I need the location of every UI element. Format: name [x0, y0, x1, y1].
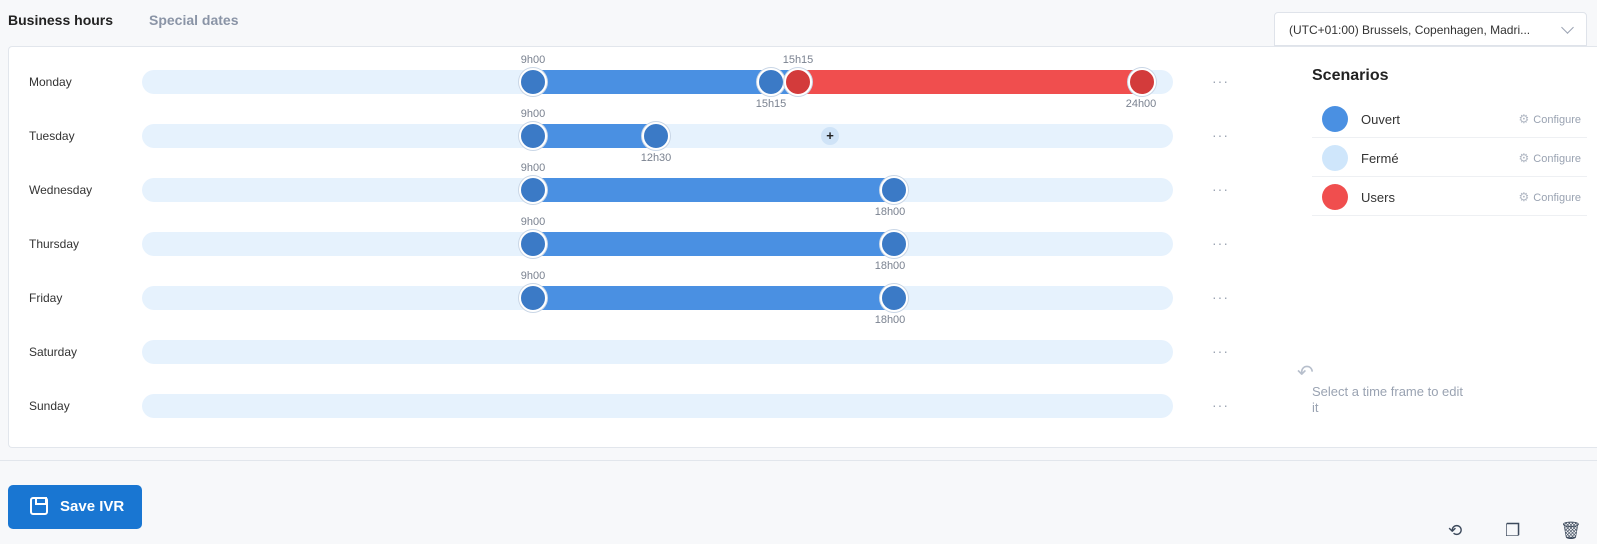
add-slot-button[interactable]: + — [821, 127, 839, 145]
time-slot-users[interactable] — [792, 70, 1152, 94]
save-ivr-label: Save IVR — [60, 498, 125, 515]
select-timeframe-hint: Select a time frame to edit it — [1312, 384, 1464, 415]
tab-business-hours[interactable]: Business hours — [8, 12, 114, 28]
day-label: Friday — [29, 291, 63, 305]
scenario-name: Users — [1361, 190, 1395, 205]
day-row-tuesday: Tuesday + 9h00 12h30 ··· — [9, 107, 1249, 164]
gear-icon: ⚙ — [1518, 151, 1530, 165]
day-label: Thursday — [29, 237, 80, 251]
row-menu-button[interactable]: ··· — [1212, 397, 1229, 413]
slot-end-handle[interactable] — [642, 122, 670, 150]
time-label: 18h00 — [874, 206, 906, 218]
scenario-item-users[interactable]: Users ⚙ Configure — [1312, 178, 1587, 216]
day-track[interactable]: 9h00 18h00 — [142, 162, 1173, 218]
day-track[interactable]: + 9h00 12h30 — [142, 108, 1173, 164]
scenario-name: Ouvert — [1361, 112, 1401, 127]
slot-end-handle[interactable] — [1128, 68, 1156, 96]
day-track[interactable] — [142, 340, 1173, 364]
time-label: 9h00 — [520, 216, 546, 228]
scenario-item-ouvert[interactable]: Ouvert ⚙ Configure — [1312, 100, 1587, 138]
time-label: 9h00 — [520, 162, 546, 174]
configure-button[interactable]: ⚙ Configure — [1519, 151, 1581, 165]
time-label: 9h00 — [520, 54, 546, 66]
day-row-wednesday: Wednesday 9h00 18h00 ··· — [9, 161, 1249, 218]
gear-icon: ⚙ — [1518, 190, 1530, 204]
row-menu-button[interactable]: ··· — [1212, 73, 1229, 89]
day-label: Tuesday — [29, 129, 75, 143]
timezone-select[interactable]: (UTC+01:00) Brussels, Copenhagen, Madri.… — [1274, 12, 1587, 46]
time-slot-ouvert[interactable] — [532, 124, 655, 148]
timezone-value: (UTC+01:00) Brussels, Copenhagen, Madri.… — [1289, 23, 1531, 37]
time-label: 15h15 — [755, 98, 787, 110]
time-label: 12h30 — [640, 152, 672, 164]
configure-button[interactable]: ⚙ Configure — [1519, 190, 1581, 204]
configure-button[interactable]: ⚙ Configure — [1519, 112, 1581, 126]
save-icon — [30, 497, 48, 515]
day-label: Wednesday — [29, 183, 93, 197]
time-slot-ouvert[interactable] — [532, 178, 894, 202]
row-menu-button[interactable]: ··· — [1212, 289, 1229, 305]
scenario-item-ferme[interactable]: Fermé ⚙ Configure — [1312, 139, 1587, 177]
slot-start-handle[interactable] — [519, 230, 547, 258]
time-label: 18h00 — [874, 314, 906, 326]
row-menu-button[interactable]: ··· — [1212, 343, 1229, 359]
time-label: 24h00 — [1125, 98, 1157, 110]
configure-label: Configure — [1533, 114, 1581, 126]
scenario-name: Fermé — [1361, 151, 1399, 166]
scenarios-title: Scenarios — [1312, 67, 1389, 84]
time-label: 9h00 — [520, 270, 546, 282]
slot-end-handle[interactable] — [880, 176, 908, 204]
day-label: Saturday — [29, 345, 78, 359]
day-track[interactable]: 9h00 18h00 — [142, 216, 1173, 272]
footer-divider — [0, 460, 1597, 461]
day-track[interactable]: 9h00 15h15 15h15 24h00 — [142, 54, 1173, 110]
slot-start-handle[interactable] — [519, 122, 547, 150]
scenario-color-dot — [1322, 145, 1348, 171]
time-label: 15h15 — [782, 54, 814, 66]
day-row-sunday: Sunday ··· — [9, 377, 1249, 431]
configure-label: Configure — [1533, 192, 1581, 204]
tab-special-dates[interactable]: Special dates — [149, 12, 239, 28]
gear-icon: ⚙ — [1518, 112, 1530, 126]
day-row-friday: Friday 9h00 18h00 ··· — [9, 269, 1249, 326]
row-menu-button[interactable]: ··· — [1212, 181, 1229, 197]
time-slot-ouvert[interactable] — [532, 70, 792, 94]
day-label: Sunday — [29, 399, 70, 413]
slot-start-handle[interactable] — [519, 176, 547, 204]
time-slot-ouvert[interactable] — [532, 232, 894, 256]
time-label: 9h00 — [520, 108, 546, 120]
day-row-thursday: Thursday 9h00 18h00 ··· — [9, 215, 1249, 272]
slot-start-handle[interactable] — [784, 68, 812, 96]
slot-end-handle[interactable] — [880, 284, 908, 312]
time-slot-ouvert[interactable] — [532, 286, 894, 310]
reply-arrow-icon: ↶ — [1297, 362, 1314, 384]
slot-start-handle[interactable] — [519, 68, 547, 96]
row-menu-button[interactable]: ··· — [1212, 127, 1229, 143]
day-track[interactable]: 9h00 18h00 — [142, 270, 1173, 326]
day-label: Monday — [29, 75, 72, 89]
time-label: 18h00 — [874, 260, 906, 272]
scenario-color-dot — [1322, 184, 1348, 210]
day-track[interactable] — [142, 394, 1173, 418]
scenario-color-dot — [1322, 106, 1348, 132]
trash-icon[interactable]: 🗑 — [1560, 521, 1582, 540]
copy-icon[interactable]: ❐ — [1505, 521, 1521, 540]
history-icon[interactable]: ⟲ — [1448, 521, 1463, 540]
slot-end-handle[interactable] — [757, 68, 785, 96]
save-ivr-button[interactable]: Save IVR — [8, 485, 142, 529]
row-menu-button[interactable]: ··· — [1212, 235, 1229, 251]
slot-start-handle[interactable] — [519, 284, 547, 312]
configure-label: Configure — [1533, 153, 1581, 165]
slot-end-handle[interactable] — [880, 230, 908, 258]
chevron-down-icon — [1561, 21, 1574, 34]
day-row-monday: Monday 9h00 15h15 15h15 24h00 ··· — [9, 53, 1249, 110]
day-row-saturday: Saturday ··· — [9, 323, 1249, 377]
